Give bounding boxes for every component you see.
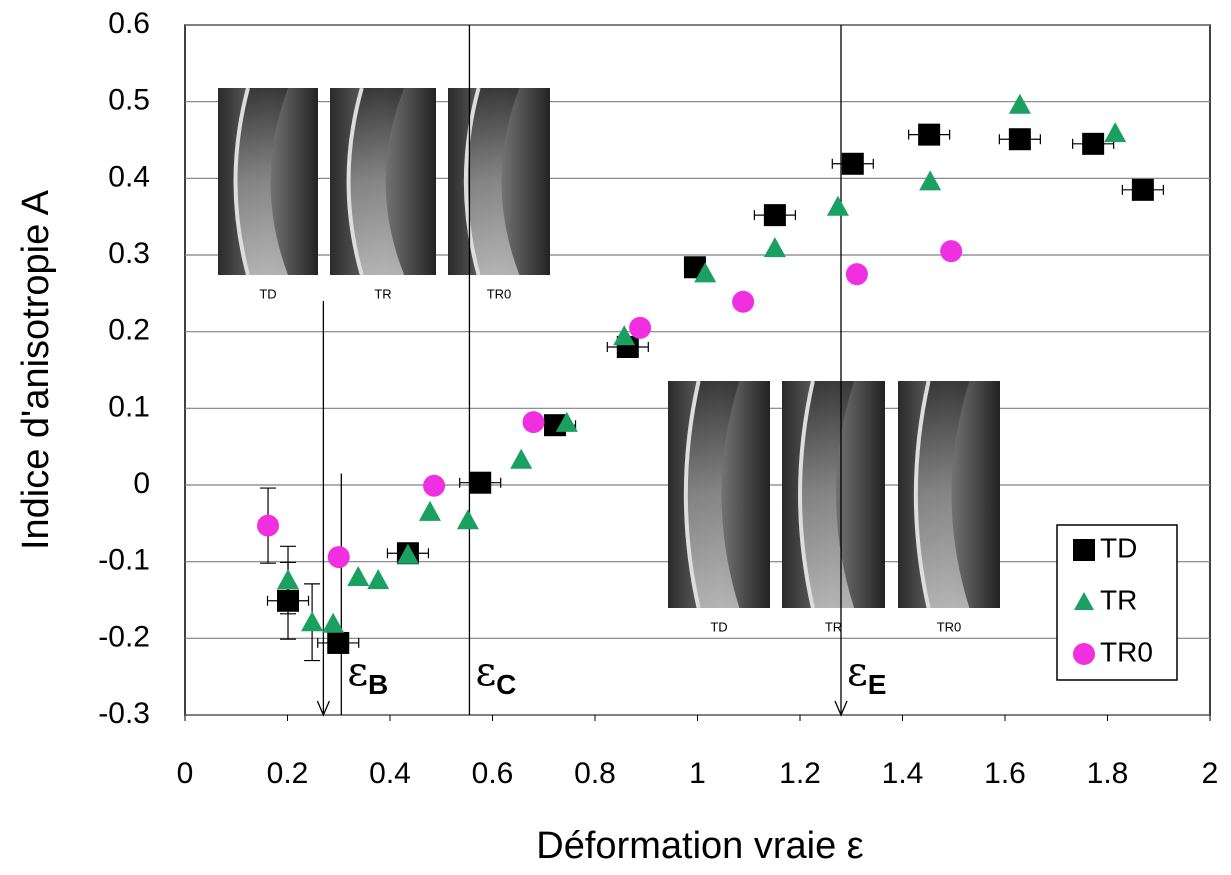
point [522,411,545,434]
annotation-arrow [316,700,330,717]
point [367,569,390,590]
point [418,500,441,521]
point [763,204,786,227]
annotation-symbol: ε [475,649,496,695]
point [469,471,492,494]
x-tick-label: 1.6 [984,757,1026,790]
point [396,543,419,564]
point [826,195,849,216]
inset-label: TR0 [937,619,962,634]
x-tick-label: 0 [177,757,194,790]
inset-label: TD [710,619,727,634]
point [694,262,717,283]
inset-specimen [348,88,405,275]
x-tick-label: 0.2 [267,757,309,790]
legend-label: TR [1100,584,1137,615]
point [347,566,370,586]
legend-swatch [1073,539,1095,561]
inset-edge [913,380,931,609]
annotation-symbol: ε [347,649,368,695]
legend-label: TD [1100,532,1137,563]
inset-specimen [915,381,970,608]
inset-label: TD [259,286,276,301]
point [613,325,636,346]
y-axis-title: Indice d'anisotropie A [15,189,57,550]
inset-specimen [235,88,288,275]
legend-swatch [1074,592,1094,610]
legend-swatch [1073,643,1095,665]
point [629,316,652,339]
point [841,152,864,175]
annotation-subscript: C [496,669,516,700]
y-tick-label: 0.4 [108,160,150,193]
y-tick-label: -0.2 [98,620,150,653]
y-tick-label: 0.2 [108,314,150,347]
x-tick-label: 0.8 [574,757,616,790]
inset-edge [346,87,364,276]
marks: εB εC εE [257,25,1164,717]
legend-label: TR0 [1100,636,1153,667]
point [277,569,300,590]
point [327,631,350,654]
y-tick-label: 0 [133,467,150,500]
x-tick-label: 1.4 [882,757,924,790]
y-tick-label: 0.6 [108,7,150,40]
x-tick-label: 1 [689,757,706,790]
point [845,263,868,286]
x-tick-label: 1.2 [779,757,821,790]
inset-label: TR0 [487,286,512,301]
inset-label: TR [374,286,391,301]
point [1008,93,1031,114]
x-tick-label: 0.6 [472,757,514,790]
point [1008,128,1031,151]
x-tick-label: 0.4 [369,757,411,790]
inset-label: TR [825,619,842,634]
point [301,611,324,632]
inset-edge [798,380,815,609]
inset-edge [463,87,481,276]
point [555,411,578,432]
point [327,546,350,569]
point [1131,178,1154,201]
point [763,237,786,258]
y-tick-label: -0.3 [98,697,150,730]
annotation-subscript: E [868,669,887,700]
inset-specimen [685,381,740,608]
x-tick-label: 2 [1202,757,1219,790]
insets: TD TR TR0 TD TR TR0 [218,87,1000,634]
point [257,514,280,537]
point [732,290,755,313]
x-tick-label: 1.8 [1087,757,1129,790]
inset-edge [683,380,701,609]
point [918,123,941,146]
annotation-symbol: ε [847,649,868,695]
x-axis-title: Déformation vraie ε [536,825,863,867]
inset-specimen [465,88,520,275]
point [919,170,942,191]
y-tick-label: 0.5 [108,84,150,117]
y-tick-label: -0.1 [98,544,150,577]
y-tick-label: 0.3 [108,237,150,270]
point [510,448,533,469]
point [1082,132,1105,155]
annotation-subscript: B [368,669,388,700]
annotation-arrow [834,700,848,717]
point [423,474,446,497]
point [1104,122,1127,143]
annotation-label: εB [347,649,388,700]
annotation-label: εE [847,649,886,700]
annotation-label: εC [475,649,516,700]
inset-edge [233,87,250,276]
point [322,612,345,633]
y-tick-label: 0.1 [108,390,150,423]
point [940,240,963,263]
point [456,509,479,530]
